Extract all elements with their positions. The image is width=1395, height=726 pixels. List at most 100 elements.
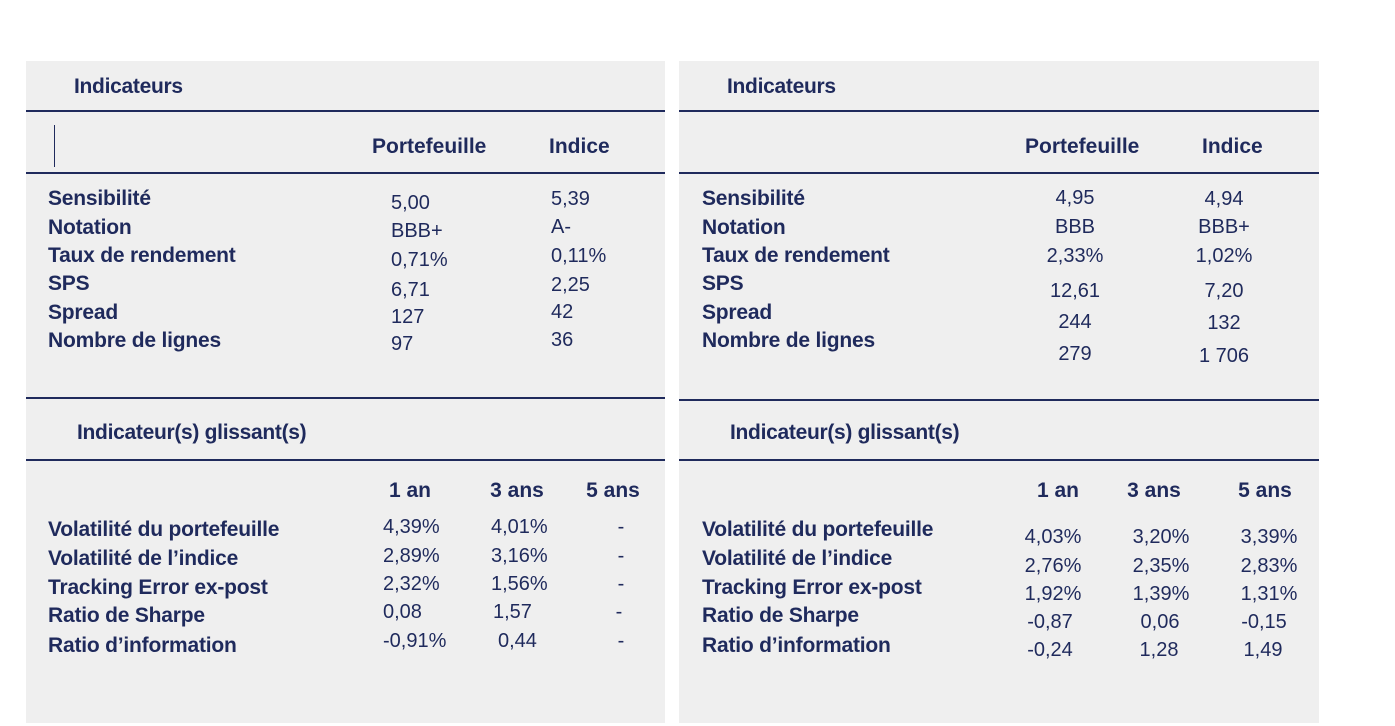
- col-portfolio-header: Portefeuille: [372, 135, 487, 158]
- value-5y: 1,31%: [1240, 583, 1298, 605]
- value-5y: -0,15: [1241, 611, 1287, 633]
- value-1y: 4,03%: [1024, 526, 1082, 548]
- rolling-title: Indicateur(s) glissant(s): [730, 421, 960, 444]
- value-3y: 3,16%: [491, 545, 548, 567]
- divider: [679, 172, 1319, 174]
- index-value: 4,94: [1204, 188, 1244, 210]
- portfolio-value: 5,00: [391, 192, 430, 214]
- period-header: 3 ans: [1127, 479, 1181, 502]
- value-1y: -0,87: [1027, 611, 1073, 633]
- value-1y: 0,08: [383, 601, 422, 623]
- value-1y: 2,32%: [383, 573, 440, 595]
- portfolio-value: 244: [1058, 311, 1092, 333]
- value-3y: 3,20%: [1132, 526, 1190, 548]
- rolling-title: Indicateur(s) glissant(s): [77, 421, 307, 444]
- divider: [679, 110, 1319, 112]
- index-value: 2,25: [551, 274, 590, 296]
- period-header: 1 an: [388, 479, 432, 502]
- index-value: 1 706: [1198, 345, 1250, 367]
- value-5y: -: [617, 573, 625, 595]
- row-label: Sensibilité: [702, 187, 805, 210]
- index-value: 132: [1207, 312, 1241, 334]
- value-3y: 1,39%: [1132, 583, 1190, 605]
- right-indicators-panel: Indicateurs Portefeuille Indice Sensibil…: [679, 61, 1319, 723]
- value-5y: -: [615, 601, 623, 623]
- period-header: 5 ans: [586, 479, 640, 502]
- divider: [26, 397, 665, 399]
- portfolio-value: 127: [391, 306, 425, 328]
- period-header: 5 ans: [1238, 479, 1292, 502]
- indicators-title: Indicateurs: [727, 75, 836, 98]
- row-label: Spread: [48, 301, 118, 324]
- value-5y: -: [617, 630, 625, 652]
- portfolio-value: 2,33%: [1046, 245, 1104, 267]
- portfolio-value: 97: [391, 333, 414, 355]
- row-label: Volatilité de l’indice: [48, 547, 239, 570]
- value-1y: 4,39%: [383, 516, 440, 538]
- period-header: 1 an: [1036, 479, 1080, 502]
- value-5y: 2,83%: [1240, 555, 1298, 577]
- row-label: Volatilité du portefeuille: [702, 518, 934, 541]
- row-label: Ratio d’information: [48, 634, 237, 657]
- value-1y: 2,89%: [383, 545, 440, 567]
- portfolio-value: 6,71: [391, 279, 430, 301]
- index-value: 0,11%: [551, 245, 607, 267]
- row-label: Notation: [702, 216, 786, 239]
- divider: [679, 399, 1319, 401]
- row-label: SPS: [702, 272, 744, 295]
- indicators-title: Indicateurs: [74, 75, 183, 98]
- row-label: Ratio de Sharpe: [48, 604, 205, 627]
- index-value: 36: [551, 329, 574, 351]
- row-label: Notation: [48, 216, 132, 239]
- portfolio-value: BBB: [1054, 216, 1096, 238]
- col-index-header: Indice: [549, 135, 610, 158]
- row-label: Taux de rendement: [702, 244, 890, 267]
- portfolio-value: 0,71%: [391, 249, 448, 271]
- value-3y: 1,28: [1139, 639, 1179, 661]
- index-value: BBB+: [1198, 216, 1250, 238]
- divider: [26, 110, 665, 112]
- row-label: Ratio de Sharpe: [702, 604, 859, 627]
- row-label: Sensibilité: [48, 187, 151, 210]
- value-5y: 1,49: [1243, 639, 1283, 661]
- divider: [26, 459, 665, 461]
- portfolio-value: 12,61: [1049, 280, 1101, 302]
- divider: [54, 125, 55, 167]
- value-1y: 1,92%: [1024, 583, 1082, 605]
- row-label: Tracking Error ex-post: [702, 576, 922, 599]
- portfolio-value: 4,95: [1055, 187, 1095, 209]
- value-1y: -0,24: [1027, 639, 1073, 661]
- row-label: Volatilité du portefeuille: [48, 518, 280, 541]
- divider: [26, 172, 665, 174]
- index-value: 5,39: [551, 188, 590, 210]
- value-1y: 2,76%: [1024, 555, 1082, 577]
- value-5y: -: [617, 516, 625, 538]
- row-label: Tracking Error ex-post: [48, 576, 268, 599]
- row-label: Ratio d’information: [702, 634, 891, 657]
- index-value: A-: [551, 216, 571, 238]
- col-portfolio-header: Portefeuille: [1025, 135, 1140, 158]
- row-label: SPS: [48, 272, 90, 295]
- value-3y: 1,57: [493, 601, 532, 623]
- value-3y: 1,56%: [491, 573, 548, 595]
- left-indicators-panel: Indicateurs Portefeuille Indice Sensibil…: [26, 61, 665, 723]
- row-label: Taux de rendement: [48, 244, 236, 267]
- index-value: 7,20: [1204, 280, 1244, 302]
- value-3y: 0,06: [1140, 611, 1180, 633]
- row-label: Nombre de lignes: [48, 329, 222, 352]
- index-value: 1,02%: [1195, 245, 1253, 267]
- divider: [679, 459, 1319, 461]
- row-label: Volatilité de l’indice: [702, 547, 893, 570]
- portfolio-value: BBB+: [391, 220, 443, 242]
- portfolio-value: 279: [1058, 343, 1092, 365]
- col-index-header: Indice: [1202, 135, 1263, 158]
- row-label: Nombre de lignes: [702, 329, 876, 352]
- index-value: 42: [551, 301, 574, 323]
- row-label: Spread: [702, 301, 772, 324]
- value-3y: 0,44: [498, 630, 537, 652]
- value-3y: 4,01%: [491, 516, 548, 538]
- value-1y: -0,91%: [383, 630, 447, 652]
- value-5y: 3,39%: [1240, 526, 1298, 548]
- value-3y: 2,35%: [1132, 555, 1190, 577]
- value-5y: -: [617, 545, 625, 567]
